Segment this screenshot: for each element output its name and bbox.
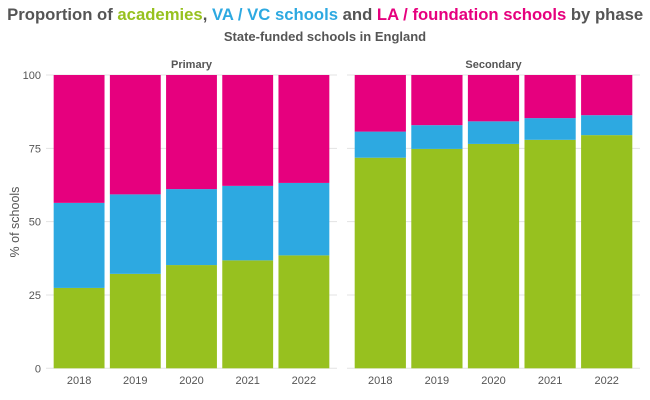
bar-la-foundation [524,75,576,119]
bar-academies [278,255,330,369]
bar-academies [411,148,463,369]
bar-la-foundation [278,75,330,183]
panel-label: Secondary [465,59,522,71]
x-tick-label: 2021 [538,375,562,387]
bar-academies [467,143,520,369]
chart-title-text: Proportion of academies, VA / VC schools… [7,5,643,25]
x-tick-label: 2020 [179,375,203,387]
title-part: academies [117,5,203,24]
bar-la-foundation [109,75,161,195]
x-tick-label: 2021 [235,375,259,387]
bar-va-vc [581,115,633,136]
chart-title: Proportion of academies, VA / VC schools… [0,5,650,25]
bar-va-vc [53,202,105,288]
bar-la-foundation [411,75,463,126]
y-tick-label: 0 [35,363,41,375]
bar-academies [524,139,576,369]
bar-la-foundation [354,75,406,132]
bar-la-foundation [222,75,274,186]
y-axis-label: % of schools [8,187,22,258]
y-tick-label: 75 [29,143,41,155]
bar-academies [53,287,105,369]
bar-va-vc [109,194,161,274]
x-tick-label: 2019 [425,375,449,387]
chart-subtitle: State-funded schools in England [223,29,427,44]
bar-la-foundation [53,75,105,203]
y-tick-label: 25 [29,290,41,302]
bar-academies [166,265,217,369]
x-tick-label: 2022 [292,375,316,387]
bar-academies [109,273,161,369]
title-part: , [202,5,212,24]
title-part: by phase [566,5,643,24]
bar-academies [354,157,406,369]
x-tick-label: 2019 [123,375,147,387]
bar-va-vc [222,185,274,261]
bar-va-vc [467,121,520,144]
bar-la-foundation [581,75,633,116]
x-tick-label: 2018 [368,375,392,387]
bar-va-vc [278,182,330,256]
bar-academies [222,260,274,369]
bar-academies [581,135,633,369]
bar-va-vc [166,189,217,266]
panel-label: Primary [171,59,213,71]
x-tick-label: 2022 [594,375,618,387]
bar-va-vc [524,118,576,140]
bar-va-vc [354,131,406,158]
bar-va-vc [411,125,463,149]
title-part: Proportion of [6,5,118,24]
title-part: LA / foundation schools [376,5,567,24]
bar-la-foundation [467,75,520,122]
title-part: VA / VC schools [211,5,338,24]
x-tick-label: 2018 [67,375,91,387]
title-part: and [337,5,377,24]
x-tick-label: 2020 [481,375,505,387]
bar-la-foundation [166,75,217,190]
y-tick-label: 50 [29,217,41,229]
y-tick-label: 100 [23,70,41,82]
